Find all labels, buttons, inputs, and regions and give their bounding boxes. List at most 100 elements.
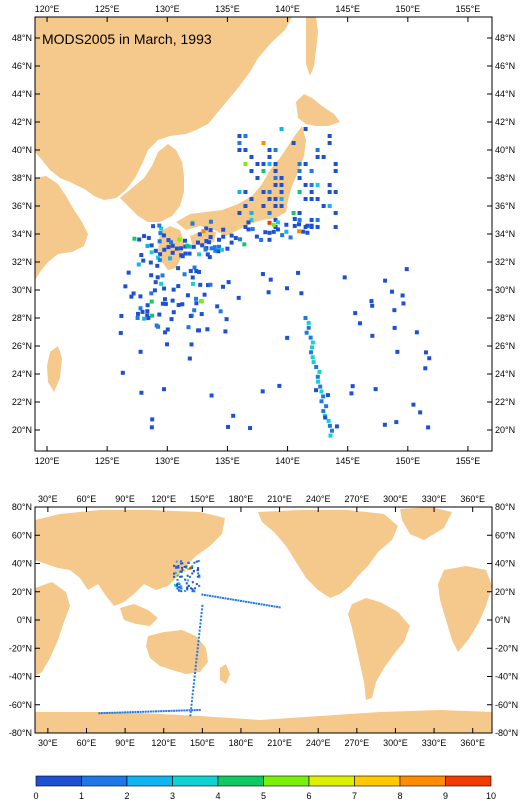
observation-cell <box>411 402 416 407</box>
observation-cell <box>149 243 154 248</box>
observation-cell <box>182 238 187 243</box>
observation-cell <box>134 711 137 714</box>
observation-cell <box>167 709 170 712</box>
observation-cell <box>197 568 200 571</box>
lat-tick-label-right: 34°N <box>495 229 515 239</box>
observation-cell <box>319 399 324 404</box>
observation-cell <box>279 176 284 180</box>
observation-cell <box>137 237 142 242</box>
colorbar-label: 6 <box>306 791 311 801</box>
observation-cell <box>350 384 355 389</box>
observation-cell <box>183 569 186 572</box>
observation-cell <box>309 183 314 187</box>
observation-cell <box>243 190 248 194</box>
observation-cell <box>197 232 202 237</box>
observation-cell <box>267 211 272 215</box>
observation-cell <box>180 570 183 573</box>
colorbar: 0 1 2 3 4 5 6 7 8 9 10 <box>33 775 496 801</box>
observation-cell <box>275 227 280 232</box>
observation-cell <box>144 710 147 713</box>
lat-tick-label-right: 60°N <box>495 530 515 540</box>
observation-cell <box>192 689 195 692</box>
observation-cell <box>219 247 224 252</box>
observation-cell <box>246 220 251 225</box>
lon-tick-label-top: 155°E <box>456 4 481 14</box>
observation-cell <box>211 595 214 598</box>
observation-cell <box>232 598 235 601</box>
observation-cell <box>297 190 302 194</box>
lat-tick-label-left: 30°N <box>12 285 32 295</box>
observation-cell <box>243 134 248 138</box>
lat-tick-label-left: 0°N <box>17 615 32 625</box>
observation-cell <box>267 197 272 201</box>
observation-cell <box>158 231 163 236</box>
observation-cell <box>196 575 199 578</box>
observation-cell <box>198 708 201 711</box>
observation-cell <box>190 587 193 590</box>
observation-cell <box>321 204 326 208</box>
observation-cell <box>279 197 284 201</box>
observation-cell <box>225 246 230 251</box>
observation-cell <box>273 183 278 187</box>
observation-cell <box>161 233 166 238</box>
lon-tick-label-bottom: 210°E <box>267 738 292 748</box>
colorbar-swatch <box>126 775 173 787</box>
observation-cell <box>169 317 174 322</box>
observation-cell <box>203 593 206 596</box>
observation-cell <box>149 250 154 255</box>
observation-cell <box>180 709 183 712</box>
observation-cell <box>255 162 260 166</box>
observation-cell <box>183 251 188 256</box>
observation-cell <box>157 312 162 317</box>
observation-cell <box>333 225 338 229</box>
observation-cell <box>174 584 177 587</box>
observation-cell <box>255 602 258 605</box>
observation-cell <box>183 709 186 712</box>
lon-tick-label-top: 120°E <box>151 494 176 504</box>
observation-cell <box>129 294 134 299</box>
observation-cell <box>291 141 296 145</box>
lon-tick-label-bottom: 130°E <box>155 456 180 466</box>
lat-tick-label-right: 80°N <box>495 502 515 512</box>
lat-tick-label-left: 26°N <box>12 341 32 351</box>
observation-cell <box>208 228 213 233</box>
observation-cell <box>111 711 114 714</box>
observation-cell <box>195 583 198 586</box>
observation-cell <box>179 246 184 251</box>
observation-cell <box>288 235 293 240</box>
observation-cell <box>197 643 200 646</box>
observation-cell <box>234 599 237 602</box>
observation-cell <box>180 562 183 565</box>
observation-cell <box>175 583 178 586</box>
observation-cell <box>261 141 266 145</box>
colorbar-label: 1 <box>79 791 84 801</box>
observation-cell <box>106 711 109 714</box>
lat-tick-label-left: 48°N <box>12 33 32 43</box>
observation-cell <box>200 615 203 618</box>
observation-cell <box>190 275 195 280</box>
observation-cell <box>180 254 185 259</box>
observation-cell <box>273 148 278 152</box>
observation-cell <box>250 227 255 232</box>
lat-tick-label-left: 44°N <box>12 89 32 99</box>
lon-tick-label-top: 130°E <box>155 4 180 14</box>
observation-cell <box>284 222 289 227</box>
observation-cell <box>156 324 161 329</box>
observation-cell <box>118 330 123 335</box>
observation-cell <box>206 594 209 597</box>
observation-cell <box>159 226 164 231</box>
observation-cell <box>263 230 268 235</box>
observation-cell <box>311 360 316 365</box>
lat-tick-label-right: 26°N <box>495 341 515 351</box>
observation-cell <box>216 249 221 254</box>
observation-cell <box>229 240 234 245</box>
colorbar-swatches <box>35 775 492 787</box>
observation-cell <box>369 299 374 304</box>
observation-cell <box>136 262 141 267</box>
observation-cell <box>207 255 212 260</box>
observation-cell <box>189 342 194 347</box>
observation-cell <box>135 316 140 321</box>
observation-cell <box>309 218 314 222</box>
observation-cell <box>169 240 174 245</box>
